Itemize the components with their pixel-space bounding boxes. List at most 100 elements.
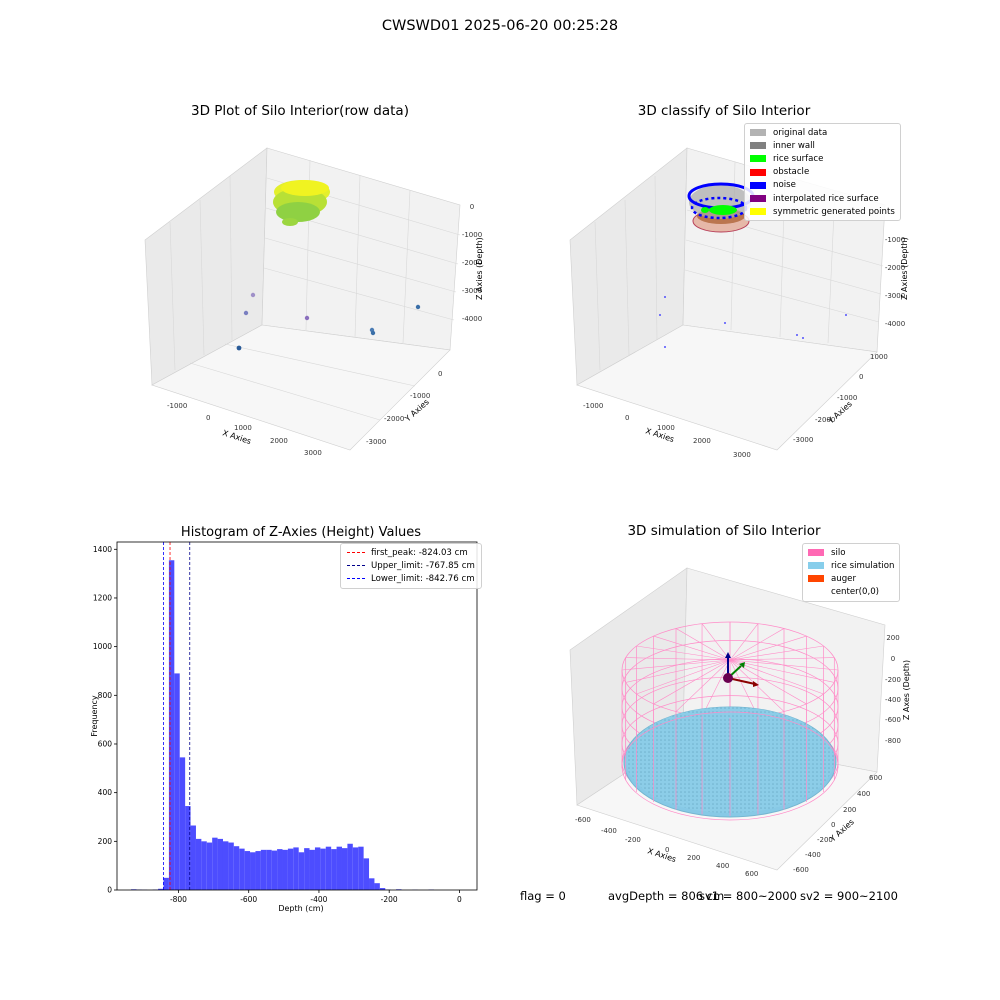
- silo-roof-line: [675, 659, 731, 712]
- histogram-bar: [293, 847, 299, 890]
- histogram-bar: [314, 847, 321, 890]
- simulation-panel-title: 3D simulation of Silo Interior: [627, 523, 821, 539]
- histogram-x-ticks: -800 -600 -400 -200 0: [170, 890, 462, 904]
- histogram-bar: [331, 849, 337, 890]
- figure-title: CWSWD01 2025-06-20 00:25:28: [381, 18, 619, 34]
- raw-tick-labels: -1000 0 1000 2000 3000 0 -1000 -2000 -30…: [167, 203, 482, 457]
- simulation-tick-labels: -600 -400 -200 0 200 400 600 600 400 200…: [575, 634, 901, 878]
- legend-item: center(0,0): [808, 586, 894, 599]
- histogram-bar: [185, 806, 191, 890]
- legend-label: rice surface: [773, 153, 824, 164]
- legend-line: [347, 565, 365, 567]
- status-sv1: sv1 = 800~2000: [699, 889, 797, 903]
- sim-xtick: 0: [665, 846, 669, 854]
- legend-label: original data: [773, 127, 828, 138]
- legend-swatch: [808, 575, 824, 583]
- legend-item: rice surface: [750, 152, 895, 165]
- classify-xtick: 3000: [733, 451, 751, 459]
- legend-item: noise: [750, 179, 895, 192]
- sim-xtick: 600: [745, 870, 758, 878]
- silo-roof-line: [729, 623, 759, 661]
- silo-wireframe-front: [621, 670, 839, 821]
- silo-roof-line: [625, 657, 731, 661]
- silo-roof-line: [729, 628, 785, 661]
- raw-z-axis-label: Z Axies (Depth): [475, 237, 484, 300]
- classify-3d-plot: -1000 0 1000 2000 3000 1000 0 -1000 -200…: [569, 147, 909, 459]
- simulation-z-axis-label: Z Axes (Depth): [902, 660, 911, 720]
- histogram-bar: [369, 878, 375, 890]
- histogram-bar: [347, 843, 353, 890]
- legend-label: auger: [831, 573, 856, 584]
- classify-ytick: -1000: [837, 394, 857, 402]
- simulation-legend: silo rice simulation auger center(0,0): [802, 543, 901, 602]
- legend-swatch: [750, 181, 766, 189]
- histogram-y-tick-label: 600: [98, 739, 113, 748]
- histogram-y-tick-label: 800: [98, 691, 113, 700]
- classify-panel-title: 3D classify of Silo Interior: [637, 103, 811, 119]
- histogram-bar: [287, 848, 294, 890]
- raw-y-axis-label: Y Axies: [403, 397, 431, 424]
- histogram-bar: [298, 852, 305, 890]
- histogram-bar: [325, 846, 332, 890]
- silo-roof-line: [729, 635, 807, 661]
- classify-ztick: -1000: [885, 236, 905, 244]
- legend-label: symmetric generated points: [773, 206, 895, 217]
- sim-ytick: 0: [831, 821, 835, 829]
- raw-surface-cluster: [273, 180, 330, 226]
- silo-roof-line: [729, 645, 824, 661]
- legend-swatch: [750, 129, 766, 137]
- sim-ytick: -600: [793, 866, 809, 874]
- histogram-bar: [217, 838, 223, 890]
- sim-xtick: -400: [601, 827, 617, 835]
- silo-roof-line: [701, 623, 731, 661]
- auger-axes: [723, 652, 759, 687]
- silo-roof-line: [701, 659, 731, 717]
- histogram-reference-lines: [163, 542, 191, 890]
- simulation-x-axis-label: X Axies: [646, 846, 677, 864]
- legend-swatch: [750, 168, 766, 176]
- silo-roof-line: [653, 635, 731, 661]
- raw-xtick: 3000: [304, 449, 322, 457]
- silo-roof-line: [636, 645, 731, 661]
- legend-item: inner wall: [750, 139, 895, 152]
- histogram-bar: [201, 841, 207, 890]
- histogram-x-axis-label: Depth (cm): [278, 904, 323, 913]
- histogram-title: Histogram of Z-Axies (Height) Values: [181, 525, 421, 540]
- sim-ytick: 400: [857, 790, 870, 798]
- raw-ztick: -1000: [462, 231, 482, 239]
- sim-ytick: -200: [817, 836, 833, 844]
- legend-line: [347, 578, 365, 580]
- legend-label: interpolated rice surface: [773, 193, 879, 204]
- histogram-bar: [374, 883, 380, 890]
- histogram-bar: [282, 849, 288, 890]
- classify-ztick: -3000: [885, 292, 905, 300]
- classify-tick-labels: -1000 0 1000 2000 3000 1000 0 -1000 -200…: [583, 236, 905, 459]
- histogram-y-tick-label: 0: [107, 886, 112, 895]
- raw-xtick: 2000: [270, 437, 288, 445]
- legend-label: silo: [831, 547, 846, 558]
- sim-ytick: -400: [805, 851, 821, 859]
- sim-xtick: 200: [687, 854, 700, 862]
- histogram-bar: [244, 851, 251, 890]
- histogram-bar: [358, 846, 364, 890]
- histogram-y-ticks: 0 200 400 600 800 1000 1200 1400: [93, 545, 117, 895]
- silo-roof-line: [625, 659, 731, 683]
- histogram-bar: [277, 849, 283, 890]
- legend-swatch: [750, 142, 766, 150]
- legend-item: obstacle: [750, 166, 895, 179]
- histogram-x-tick-label: -600: [240, 895, 257, 904]
- silo-roof-line: [729, 659, 759, 717]
- classify-y-axis-label: Y Axies: [826, 399, 854, 426]
- sim-xtick: -200: [625, 836, 641, 844]
- histogram-bar: [341, 848, 348, 890]
- histogram-bar: [255, 851, 261, 890]
- histogram-bar: [212, 837, 218, 890]
- histogram-bar: [352, 847, 359, 890]
- histogram-y-tick-label: 400: [98, 788, 113, 797]
- histogram-bar: [233, 846, 240, 890]
- histogram-bar: [239, 848, 245, 890]
- legend-swatch: [750, 195, 766, 203]
- sim-ztick: 200: [886, 634, 899, 642]
- legend-label: obstacle: [773, 167, 810, 178]
- classify-ztick: -2000: [885, 264, 905, 272]
